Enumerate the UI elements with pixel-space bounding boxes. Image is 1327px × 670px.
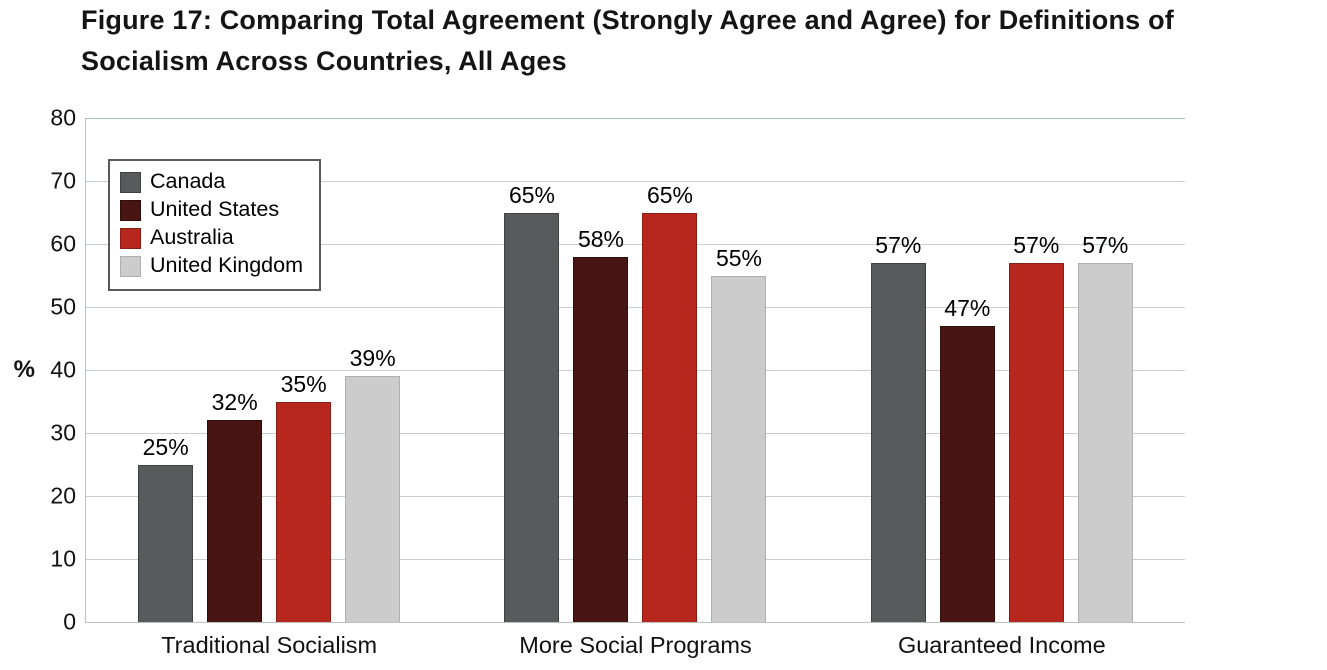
bar-united-states-more-social-programs: 58% — [573, 227, 629, 622]
bar-groups: 25% 32% 35% 39% Traditional Socialism 65… — [86, 118, 1185, 657]
chart-title-line-1: Figure 17: Comparing Total Agreement (St… — [81, 5, 1174, 35]
y-tick-label-70: 70 — [50, 167, 76, 194]
chart-title: Figure 17: Comparing Total Agreement (St… — [81, 0, 1327, 82]
gridline-50 — [86, 307, 1185, 308]
gridline-70 — [86, 181, 1185, 182]
bar-united-states-guaranteed-income: 47% — [939, 296, 995, 622]
bar-united-states-traditional-socialism: 32% — [207, 391, 263, 622]
bar-value-label: 65% — [646, 181, 694, 208]
bar-australia-guaranteed-income: 57% — [1008, 233, 1064, 622]
bar-value-label: 58% — [577, 225, 625, 252]
bar-group-guaranteed-income: 57% 47% 57% 57% Guaranteed Income — [819, 118, 1185, 657]
bar-canada-more-social-programs: 65% — [504, 183, 560, 622]
y-tick-label-30: 30 — [50, 419, 76, 446]
legend-label-united-states: United States — [150, 197, 280, 222]
plot-area: 80 70 60 50 40 30 20 10 0 % 25% 32% 35% — [14, 106, 1185, 657]
legend-swatch-australia — [120, 227, 141, 249]
x-category-label-more-social-programs: More Social Programs — [519, 632, 752, 658]
legend-item-canada: Canada — [120, 168, 303, 196]
gridline-60 — [86, 244, 1185, 245]
legend-label-canada: Canada — [150, 169, 226, 194]
legend-item-australia: Australia — [120, 224, 303, 252]
legend-label-australia: Australia — [150, 225, 234, 250]
bar-value-label: 25% — [142, 433, 189, 460]
legend-swatch-united-states — [120, 199, 141, 221]
gridline-40 — [86, 370, 1185, 371]
bar-united-kingdom-traditional-socialism: 39% — [345, 347, 401, 622]
legend: Canada United States Australia United Ki… — [108, 159, 321, 291]
gridline-80 — [86, 118, 1185, 119]
bar-value-label: 57% — [1013, 231, 1060, 258]
x-category-label-guaranteed-income: Guaranteed Income — [897, 632, 1106, 658]
y-tick-label-50: 50 — [50, 293, 76, 320]
chart-title-line-2: Socialism Across Countries, All Ages — [81, 46, 567, 76]
bar-united-kingdom-more-social-programs: 55% — [711, 246, 767, 622]
bar-australia-more-social-programs: 65% — [642, 183, 698, 622]
bar-group-more-social-programs: 65% 58% 65% 55% More Social Programs — [452, 118, 818, 657]
x-category-label-traditional-socialism: Traditional Socialism — [161, 632, 378, 658]
bar-australia-traditional-socialism: 35% — [276, 372, 332, 622]
bar-value-label: 35% — [280, 370, 327, 397]
y-tick-label-40: 40 — [50, 356, 76, 383]
gridline-10 — [86, 559, 1185, 560]
gridline-20 — [86, 496, 1185, 497]
bar-value-label: 32% — [211, 389, 258, 416]
y-tick-label-10: 10 — [50, 545, 76, 572]
legend-item-united-kingdom: United Kingdom — [120, 252, 303, 280]
legend-swatch-canada — [120, 171, 141, 193]
bar-value-label: 57% — [875, 231, 922, 258]
legend-item-united-states: United States — [120, 196, 303, 224]
legend-label-united-kingdom: United Kingdom — [150, 253, 303, 278]
bar-united-kingdom-guaranteed-income: 57% — [1077, 233, 1133, 622]
gridline-30 — [86, 433, 1185, 434]
bar-value-label: 47% — [944, 294, 991, 321]
y-tick-label-0: 0 — [63, 608, 76, 635]
y-tick-label-80: 80 — [50, 104, 76, 131]
legend-swatch-united-kingdom — [120, 255, 141, 277]
y-tick-label-60: 60 — [50, 230, 76, 257]
y-tick-label-20: 20 — [50, 482, 76, 509]
bar-value-label: 57% — [1082, 231, 1129, 258]
bar-value-label: 65% — [508, 181, 556, 208]
bar-canada-traditional-socialism: 25% — [138, 435, 194, 622]
bar-value-label: 55% — [715, 244, 763, 271]
y-axis-unit-label: % — [13, 356, 35, 383]
bar-group-traditional-socialism: 25% 32% 35% 39% Traditional Socialism — [86, 118, 452, 657]
bar-value-label: 39% — [349, 345, 396, 372]
bar-canada-guaranteed-income: 57% — [870, 233, 926, 622]
